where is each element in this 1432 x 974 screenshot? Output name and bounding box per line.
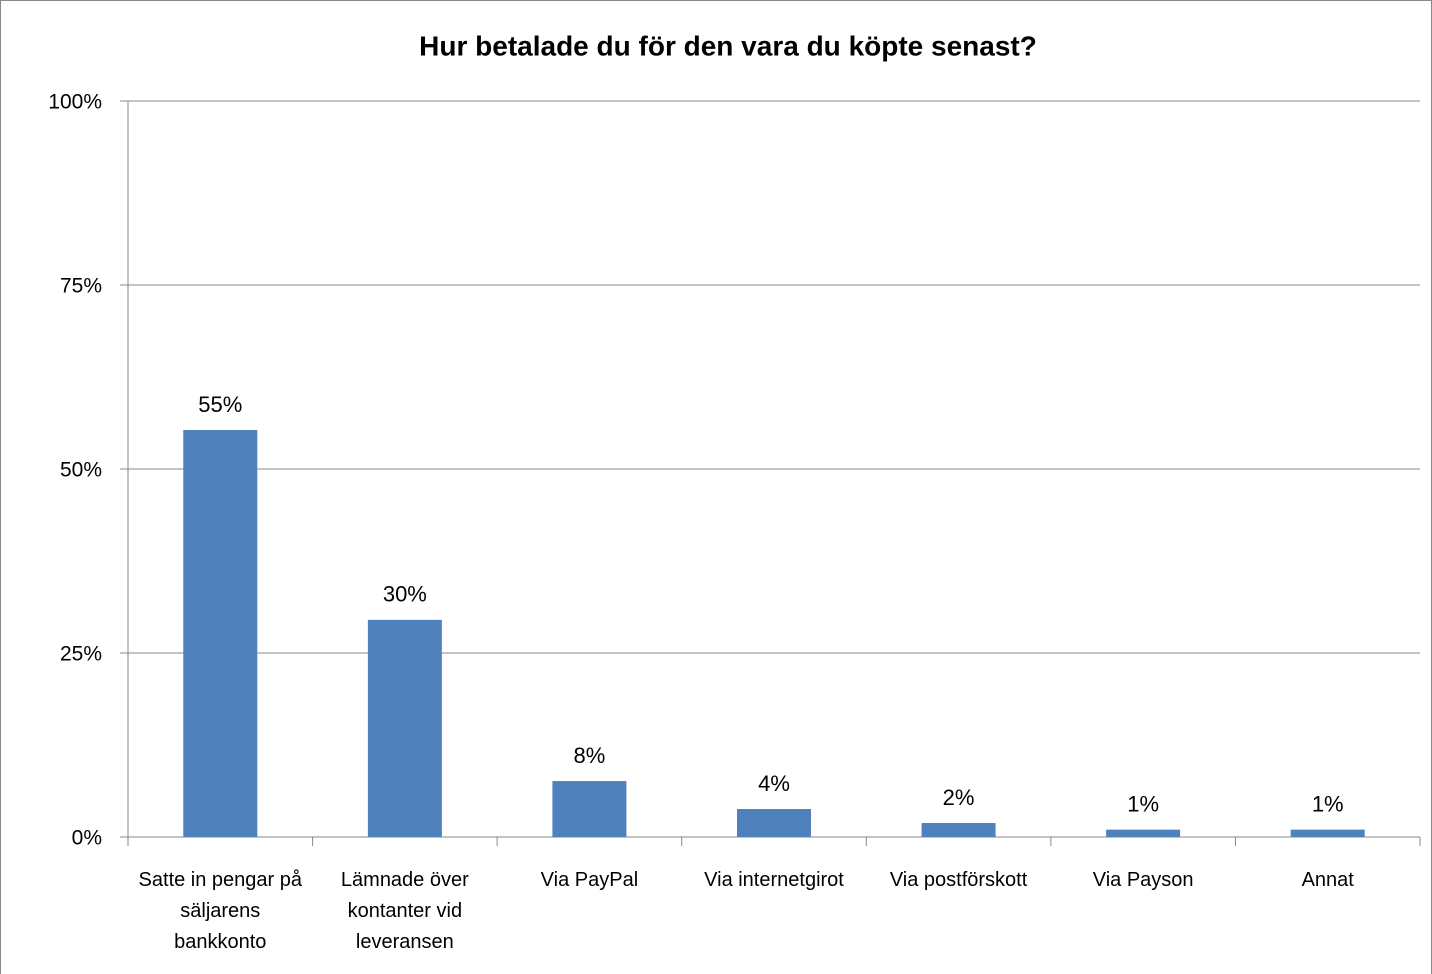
x-tick-label: Via postförskott [889,869,1028,891]
bar [183,429,258,837]
value-label: 4% [758,771,790,796]
y-tick-label: 25% [60,643,102,666]
x-tick-label: Annat [1301,869,1354,891]
y-tick-label: 75% [60,275,102,298]
value-label: 55% [198,392,242,417]
y-tick-label: 50% [60,459,102,482]
value-label: 30% [383,582,427,607]
bar [1106,829,1181,837]
y-tick-label: 100% [48,91,102,114]
x-tick-label: Lämnade över kontanter vid leveransen [340,869,469,953]
x-tick-label: Via internetgirot [704,869,844,891]
bar [552,781,627,837]
value-label: 1% [1127,791,1159,816]
value-label: 2% [943,785,975,810]
x-tick-label: Via PayPal [540,869,639,891]
bar [737,809,811,837]
x-tick-label: Via Payson [1092,869,1194,891]
x-tick-label: Satte in pengar på säljarens bankkonto [138,869,303,953]
value-label: 8% [574,743,606,768]
value-label: 1% [1312,791,1344,816]
bar [1290,829,1365,837]
chart-title: Hur betalade du för den vara du köpte se… [419,30,1037,61]
y-tick-label: 0% [72,827,102,850]
bar [367,619,442,837]
bar [921,823,996,837]
